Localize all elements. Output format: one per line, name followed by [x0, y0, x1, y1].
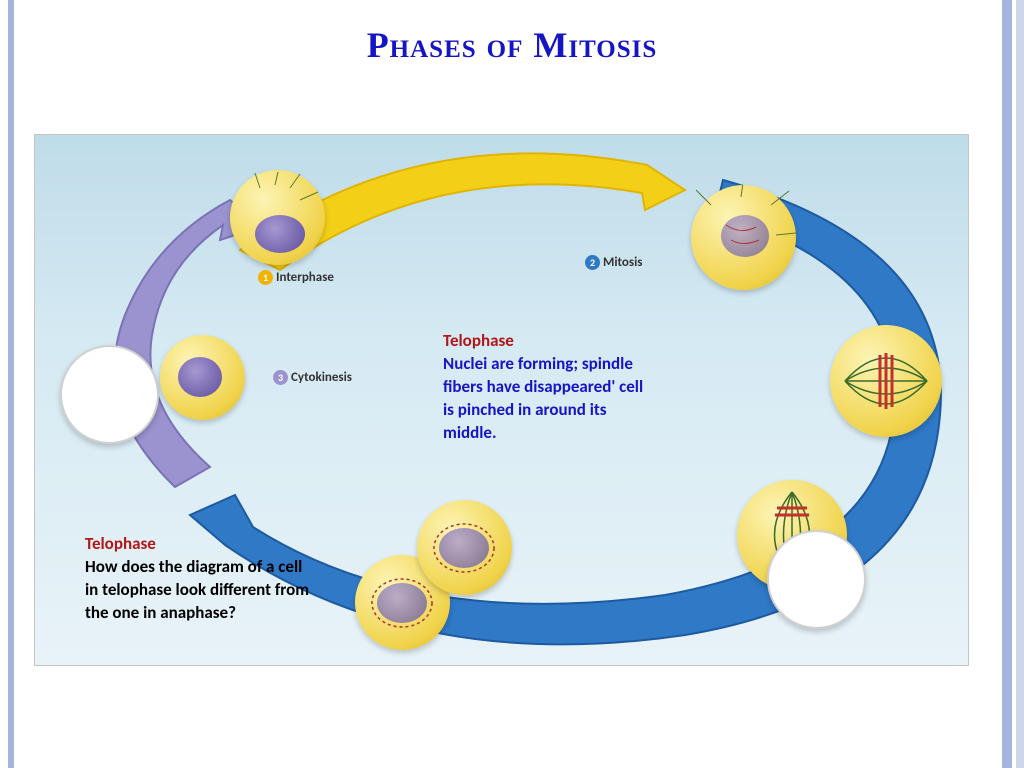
question-textbox: Telophase How does the diagram of a cell… [85, 533, 315, 625]
cytokinesis-cell [160, 335, 245, 420]
center-body: Nuclei are forming; spindle fibers have … [443, 353, 643, 443]
center-textbox: Telophase Nuclei are forming; spindle fi… [443, 330, 653, 445]
right-border [996, 0, 1024, 768]
slide-title: Phases of Mitosis [0, 24, 1024, 66]
label-mitosis: 2Mitosis [585, 255, 643, 270]
label-cytokinesis: 3Cytokinesis [273, 370, 352, 385]
question-body: How does the diagram of a cell in teloph… [85, 556, 309, 623]
white-circle-anaphase [767, 530, 866, 629]
metaphase-cell [830, 325, 942, 437]
telophase-cell [355, 500, 525, 660]
slide: Phases of Mitosis [0, 0, 1024, 768]
center-heading: Telophase [443, 330, 514, 351]
mitosis-diagram: 1Interphase 2Mitosis 3Cytokinesis Teloph… [34, 134, 969, 666]
interphase-cell [230, 170, 325, 265]
white-circle-left [60, 345, 159, 444]
left-border [0, 0, 14, 768]
question-heading: Telophase [85, 533, 156, 554]
label-interphase: 1Interphase [258, 270, 334, 285]
prophase-cell [691, 185, 796, 290]
